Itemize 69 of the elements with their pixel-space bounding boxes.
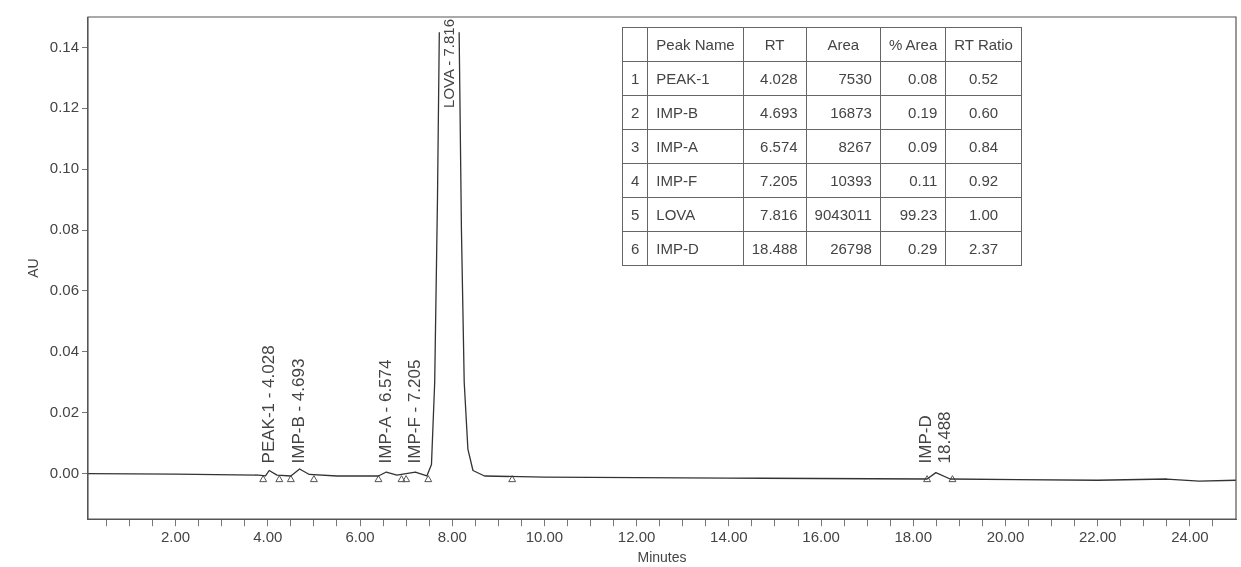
x-tick-label: 12.00 [617,528,656,546]
annotation: 0.52 [945,61,1022,96]
annotation: 0.19 [880,95,946,130]
annotation: 4 [622,163,648,198]
annotation: 1 [622,61,648,96]
annotation: IMP-B [647,95,744,130]
annotation: 4.693 [743,95,807,130]
x-tick-label: 20.00 [986,528,1025,546]
x-tick-label: 10.00 [525,528,564,546]
annotation: 3 [622,129,648,164]
y-tick-label: 0.14 [49,37,79,55]
annotation: 0.84 [945,129,1022,164]
x-tick-label: 22.00 [1078,528,1117,546]
annotation: LOVA - 7.816 [440,19,457,108]
annotation: 8267 [806,129,881,164]
annotation: 10393 [806,163,881,198]
y-tick-label: 0.08 [49,220,79,238]
y-tick-label: 0.06 [49,281,79,299]
annotation: 0.08 [880,61,946,96]
y-tick-label: 0.10 [49,159,79,177]
annotation: 6 [622,231,648,266]
annotation: IMP-D [647,231,744,266]
annotation: 18.488 [743,231,807,266]
annotation: RT [743,27,807,62]
annotation: 6.574 [743,129,807,164]
annotation: IMP-F [647,163,744,198]
annotation: IMP-D 18.488 [915,411,954,464]
annotation: % Area [880,27,946,62]
annotation: IMP-B - 4.693 [289,358,309,464]
annotation: 7.816 [743,197,807,232]
x-tick-label: 16.00 [802,528,840,546]
annotation: 16873 [806,95,881,130]
annotation: 5 [622,197,648,232]
annotation: 7530 [806,61,881,96]
annotation: 4.028 [743,61,807,96]
x-axis-title: Minutes [637,549,687,566]
annotation: RT Ratio [945,27,1022,62]
annotation: 2 [622,95,648,130]
x-tick-label: 4.00 [253,528,283,546]
annotation: 7.205 [743,163,807,198]
annotation: PEAK-1 - 4.028 [258,345,278,464]
annotation: LOVA [647,197,744,232]
y-tick-label: 0.02 [49,402,79,420]
x-tick-label: 2.00 [160,528,191,546]
annotation: 0.60 [945,95,1022,130]
annotation: 2.37 [945,231,1022,266]
annotation: 9043011 [806,197,881,232]
y-tick-label: 0.12 [49,98,79,116]
x-tick-label: 6.00 [345,528,375,546]
annotation: 99.23 [880,197,946,232]
y-tick-label: 0.00 [49,463,79,481]
annotation: 0.11 [880,163,946,198]
annotation: IMP-A [647,129,744,164]
y-tick-label: 0.04 [49,341,79,359]
x-tick-label: 8.00 [437,528,467,546]
annotation: IMP-F - 7.205 [405,359,425,464]
annotation: IMP-A - 6.574 [376,359,396,464]
annotation: 0.29 [880,231,946,266]
annotation: 0.92 [945,163,1022,198]
annotation: Peak Name [647,27,744,62]
annotation: 0.09 [880,129,946,164]
annotation: PEAK-1 [647,61,744,96]
x-tick-label: 18.00 [894,528,933,546]
y-axis-title: AU [25,258,42,278]
x-tick-label: 24.00 [1171,528,1209,546]
annotation: Area [806,27,881,62]
annotation: 26798 [806,231,881,266]
x-tick-label: 14.00 [710,528,748,546]
annotation: 1.00 [945,197,1022,232]
